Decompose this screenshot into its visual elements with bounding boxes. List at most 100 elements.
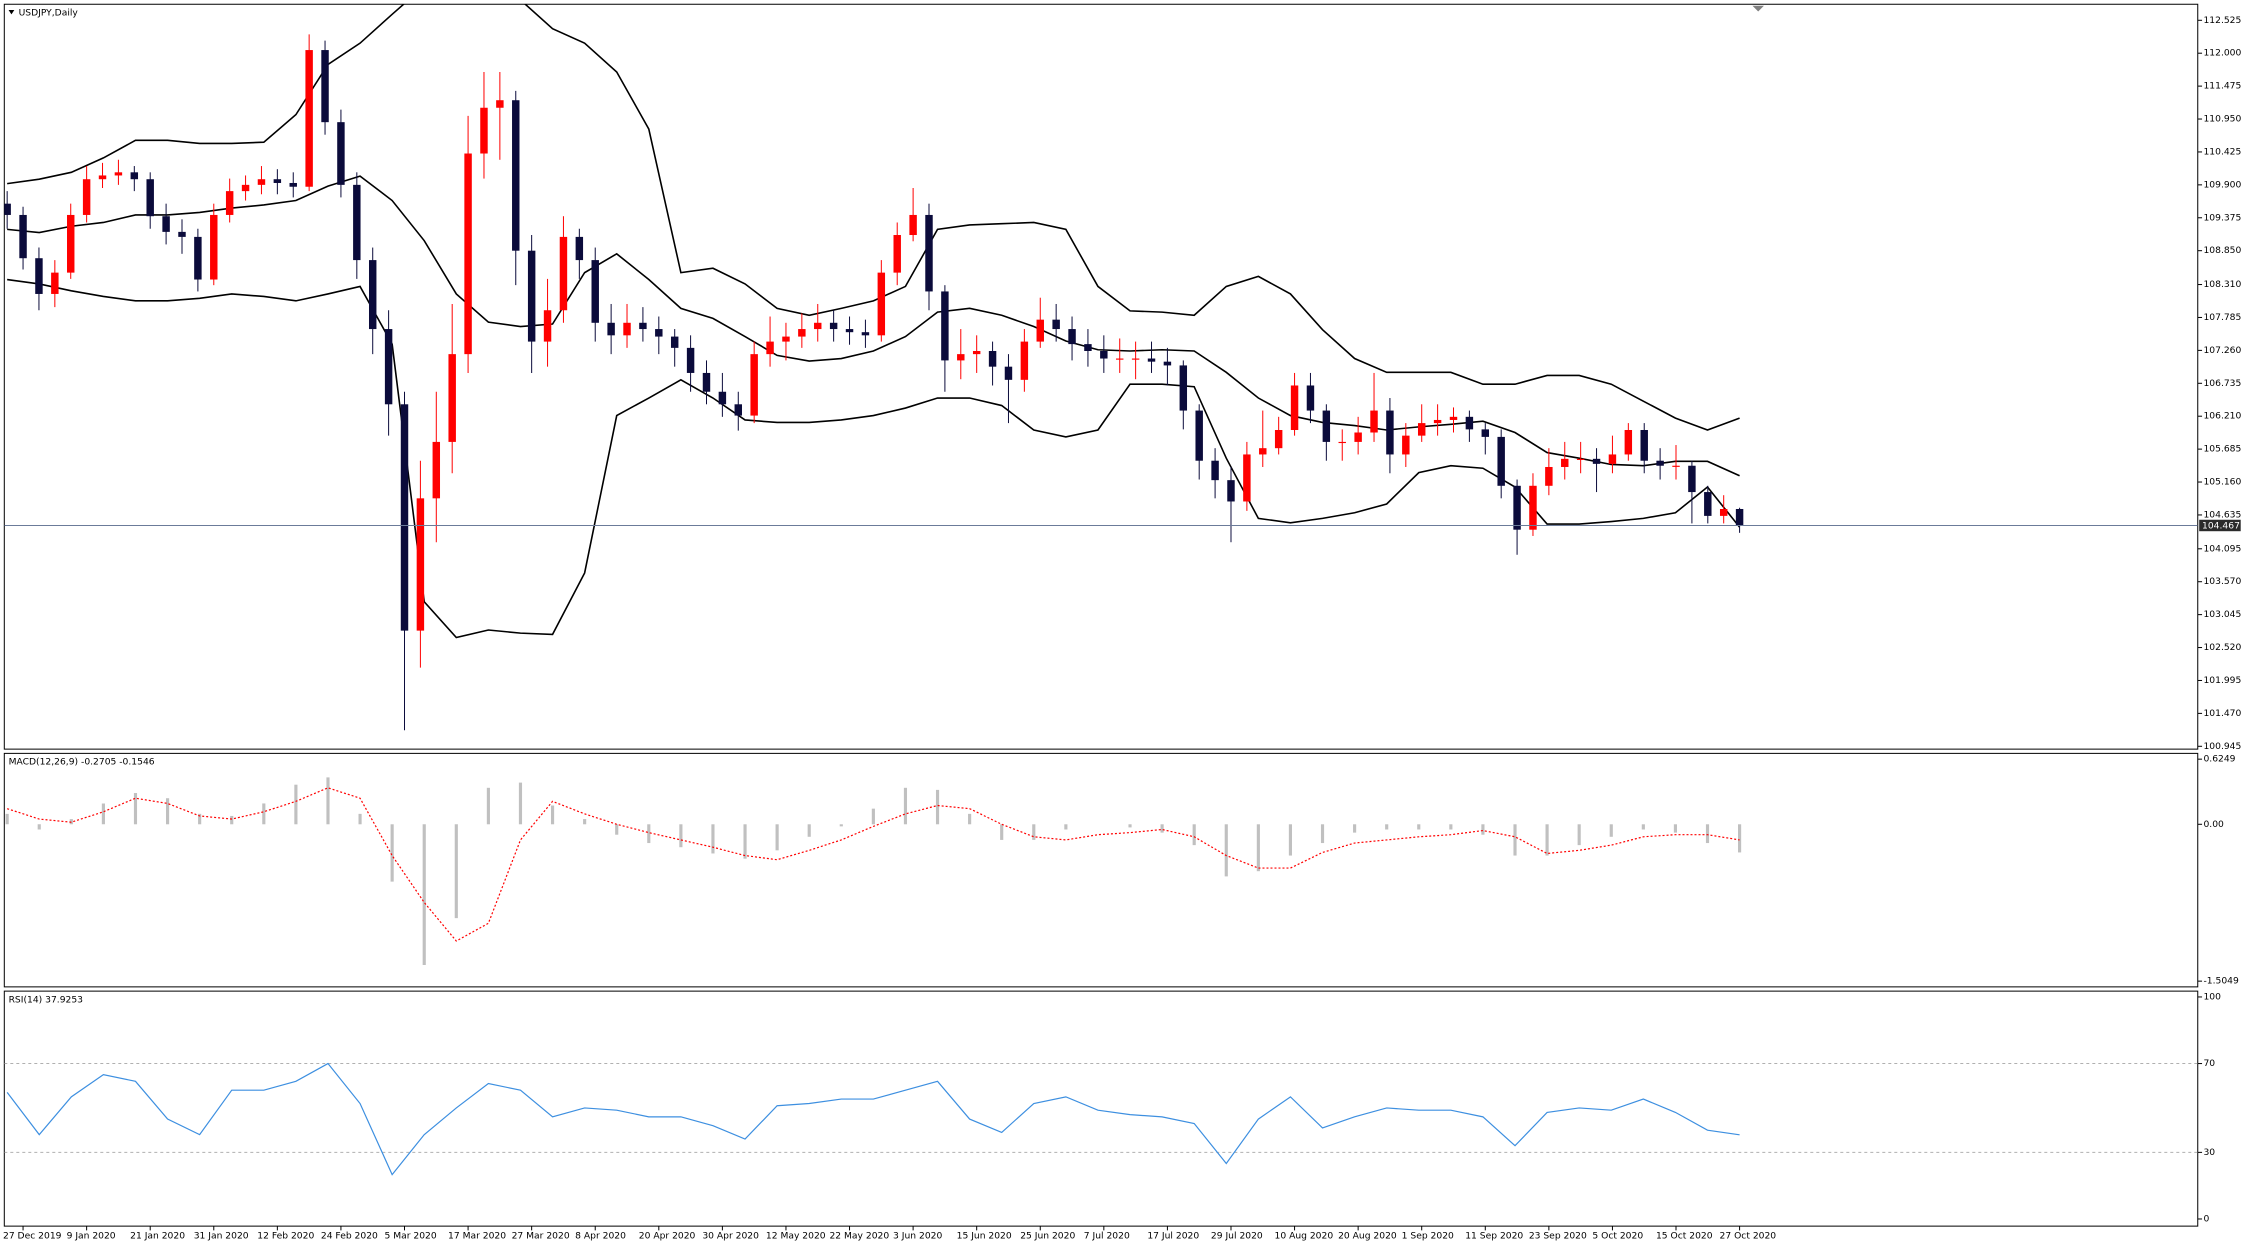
y-tick-label: 103.570 [2203,576,2241,587]
candle-body [972,351,981,355]
macd-panel [4,753,2197,986]
x-tick-label: 22 May 2020 [829,1231,889,1242]
candle-body [623,322,631,336]
x-tick-label: 17 Mar 2020 [448,1231,506,1242]
candle-body [289,182,297,187]
candle-body [1274,429,1283,449]
x-tick-label: 15 Jun 2020 [957,1231,1012,1242]
candle-body [1497,436,1505,486]
candle-body [1354,432,1362,442]
candle-body [1735,508,1744,526]
candle-body [941,291,949,361]
price-plot [4,0,2197,730]
x-tick-label: 17 Jul 2020 [1147,1231,1199,1242]
macd-plot [5,777,1742,965]
candle-body [670,336,679,348]
candle-body [1624,429,1633,455]
candle-body [98,175,107,180]
y-tick-label: 100.945 [2203,741,2241,752]
x-tick-label: 27 Oct 2020 [1720,1231,1777,1242]
price-title: USDJPY,Daily [19,7,79,18]
candle-body [1465,416,1474,430]
y-tick-label: 104.635 [2203,509,2241,520]
current-price-box [2199,519,2241,532]
candle-body [1719,508,1728,516]
y-tick-label: 0.6249 [2203,754,2235,765]
candle-body [1195,410,1203,461]
candle-body [1179,365,1188,411]
x-tick-label: 21 Jan 2020 [130,1231,185,1242]
candle-body [798,329,806,337]
candle-body [1147,358,1156,362]
candle-body [1338,441,1346,444]
candle-body [1052,319,1060,330]
x-tick-label: 11 Sep 2020 [1465,1231,1523,1242]
candle-body [1402,435,1410,455]
y-tick-label: 103.045 [2203,609,2241,620]
candle-body [782,336,790,342]
x-tick-label: 29 Jul 2020 [1211,1231,1263,1242]
menu-marker [8,10,15,15]
candle-body [575,236,584,261]
y-tick-label: 112.525 [2203,15,2241,26]
y-tick-label: 100 [2203,991,2221,1002]
candle-body [1100,351,1108,359]
candle-body [1417,423,1426,436]
candle-body [845,329,854,333]
x-tick-label: 1 Sep 2020 [1402,1231,1454,1242]
y-tick-label: 106.210 [2203,411,2241,422]
y-tick-label: 107.260 [2203,345,2241,356]
candle-body [130,172,139,180]
candle-body [957,354,965,361]
candle-body [559,236,568,311]
candle-body [814,322,822,330]
bollinger-middle [7,176,1739,476]
candle-body [1688,465,1696,493]
x-tick-label: 8 Apr 2020 [575,1231,626,1242]
y-tick-label: 107.785 [2203,312,2241,323]
candle-body [734,404,742,416]
candle-body [1449,416,1458,420]
candle-body [718,391,727,405]
candle-body [353,184,361,261]
candle-body [1545,466,1553,486]
rsi-title: RSI(14) 37.9253 [9,994,84,1005]
candle-body [1481,429,1490,437]
candle-body [67,214,75,273]
candle-body [321,50,329,123]
candle-body [1020,341,1029,380]
x-tick-label: 23 Sep 2020 [1529,1231,1587,1242]
y-tick-label: 106.735 [2203,378,2241,389]
candle-body [1370,410,1378,433]
candle-body [861,332,870,336]
candle-body [194,236,202,280]
candle-body [1576,458,1585,460]
x-tick-label: 7 Jul 2020 [1084,1231,1130,1242]
candle-body [909,214,917,236]
macd-title: MACD(12,26,9) -0.2705 -0.1546 [9,757,155,768]
candle-body [591,260,599,323]
candle-body [210,214,218,280]
y-tick-label: 109.900 [2203,179,2241,190]
x-tick-label: 27 Mar 2020 [512,1231,570,1242]
candle-body [702,372,711,392]
candle-body [1068,329,1076,345]
candle-body [543,310,552,342]
candle-body [877,272,886,336]
candle-body [1131,358,1140,360]
y-tick-label: 112.000 [2203,48,2241,59]
rsi-line [7,1064,1739,1175]
candle-body [686,347,695,373]
x-tick-label: 10 Aug 2020 [1275,1231,1334,1242]
candle-body [273,179,282,183]
candle-body [925,214,933,292]
candle-body [241,184,250,192]
candle-body [1704,492,1712,516]
candle-body [162,216,170,232]
candle-body [1163,361,1172,366]
candle-body [432,441,441,499]
candle-body [1290,385,1299,430]
candle-body [639,322,647,330]
